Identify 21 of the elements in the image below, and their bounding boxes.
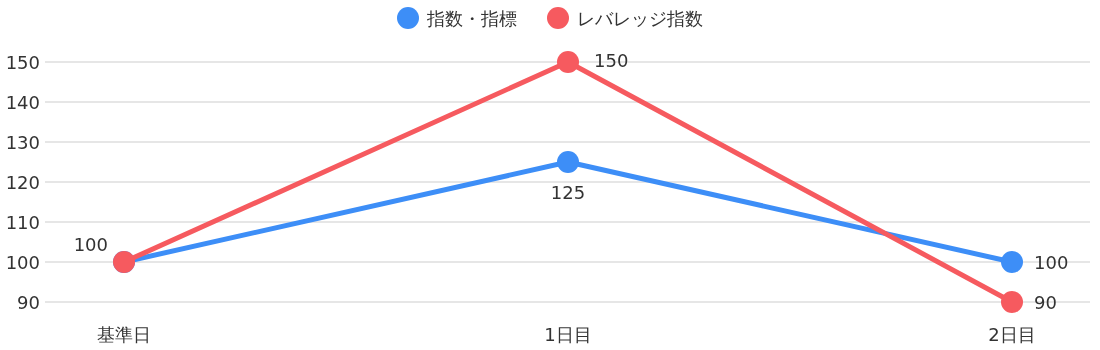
y-tick-label: 140 xyxy=(5,91,40,113)
data-label: 125 xyxy=(550,181,586,203)
y-tick-label: 110 xyxy=(5,211,40,233)
data-label: 100 xyxy=(73,233,108,255)
point xyxy=(1001,251,1023,273)
point xyxy=(557,151,579,173)
point xyxy=(557,51,579,73)
y-tick-label: 150 xyxy=(5,51,40,73)
y-tick-label: 120 xyxy=(5,171,40,193)
data-label: 90 xyxy=(1034,291,1057,313)
y-tick-label: 90 xyxy=(17,291,40,313)
point xyxy=(1001,291,1023,313)
y-tick-label: 100 xyxy=(5,251,40,273)
x-tick-label: 2日目 xyxy=(988,323,1036,345)
x-tick-label: 基準日 xyxy=(97,323,151,345)
x-tick-label: 1日目 xyxy=(544,323,592,345)
data-label: 150 xyxy=(594,49,629,71)
data-label: 100 xyxy=(1034,251,1069,273)
y-tick-label: 130 xyxy=(5,131,40,153)
legend-label: 指数・指標 xyxy=(426,7,517,29)
legend-label: レバレッジ指数 xyxy=(577,7,703,29)
